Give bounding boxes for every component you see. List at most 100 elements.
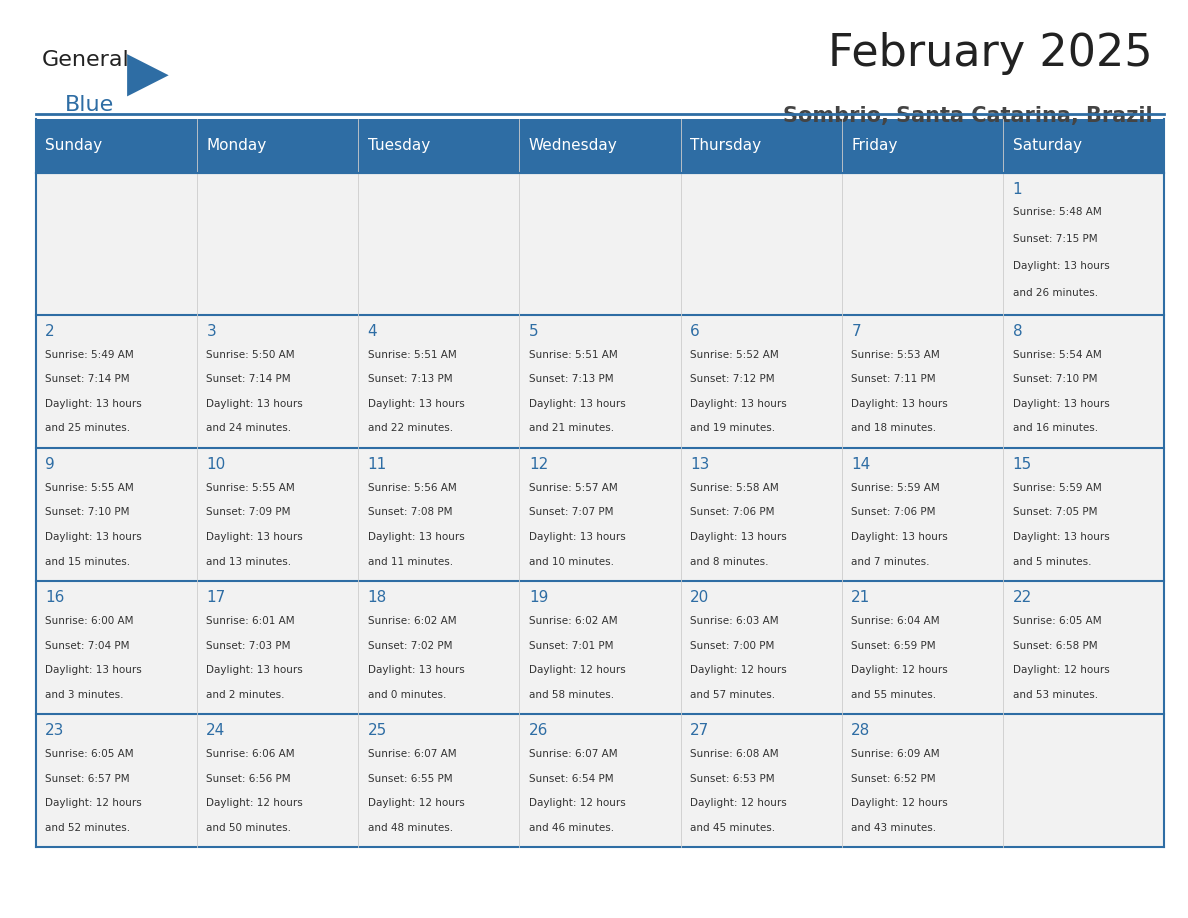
Text: 21: 21 [852, 590, 871, 605]
Text: 3: 3 [207, 324, 216, 339]
Bar [197, 315, 358, 448]
Text: and 0 minutes.: and 0 minutes. [367, 689, 446, 700]
Bar [358, 315, 519, 448]
Text: Sunrise: 5:56 AM: Sunrise: 5:56 AM [367, 483, 456, 493]
Text: Sunset: 7:15 PM: Sunset: 7:15 PM [1012, 234, 1098, 244]
Text: and 57 minutes.: and 57 minutes. [690, 689, 776, 700]
Text: Wednesday: Wednesday [529, 139, 618, 153]
Text: 6: 6 [690, 324, 700, 339]
Text: Sunset: 6:57 PM: Sunset: 6:57 PM [45, 774, 129, 784]
Bar [681, 714, 842, 847]
Text: Sunrise: 6:02 AM: Sunrise: 6:02 AM [367, 616, 456, 626]
Bar [358, 173, 519, 315]
Text: and 48 minutes.: and 48 minutes. [367, 823, 453, 833]
Text: Daylight: 13 hours: Daylight: 13 hours [690, 399, 786, 409]
Text: and 16 minutes.: and 16 minutes. [1012, 423, 1098, 433]
Text: and 25 minutes.: and 25 minutes. [45, 423, 131, 433]
Bar [36, 581, 197, 714]
Text: Daylight: 12 hours: Daylight: 12 hours [1012, 666, 1110, 675]
Text: 20: 20 [690, 590, 709, 605]
Text: and 18 minutes.: and 18 minutes. [852, 423, 936, 433]
Bar [36, 173, 197, 315]
Text: 7: 7 [852, 324, 861, 339]
Text: Daylight: 12 hours: Daylight: 12 hours [852, 799, 948, 808]
Bar [1003, 119, 1164, 173]
Text: General: General [42, 50, 129, 71]
Bar [1003, 714, 1164, 847]
Text: Daylight: 12 hours: Daylight: 12 hours [207, 799, 303, 808]
Text: Sunset: 7:06 PM: Sunset: 7:06 PM [690, 508, 775, 518]
Text: Sunrise: 5:51 AM: Sunrise: 5:51 AM [529, 350, 618, 360]
Text: 10: 10 [207, 457, 226, 472]
Text: Daylight: 12 hours: Daylight: 12 hours [529, 799, 626, 808]
Text: and 5 minutes.: and 5 minutes. [1012, 556, 1091, 566]
Bar [842, 448, 1003, 581]
Text: Daylight: 13 hours: Daylight: 13 hours [367, 666, 465, 675]
Text: Daylight: 12 hours: Daylight: 12 hours [529, 666, 626, 675]
Text: Sunset: 7:00 PM: Sunset: 7:00 PM [690, 641, 775, 651]
Bar [842, 119, 1003, 173]
Text: 12: 12 [529, 457, 548, 472]
Text: Sunrise: 6:04 AM: Sunrise: 6:04 AM [852, 616, 940, 626]
Text: 27: 27 [690, 723, 709, 738]
Text: Sunset: 7:08 PM: Sunset: 7:08 PM [367, 508, 453, 518]
Text: Sunrise: 5:59 AM: Sunrise: 5:59 AM [852, 483, 940, 493]
Text: 25: 25 [367, 723, 387, 738]
Text: Daylight: 13 hours: Daylight: 13 hours [207, 399, 303, 409]
Bar [36, 448, 197, 581]
Text: 18: 18 [367, 590, 387, 605]
Text: and 24 minutes.: and 24 minutes. [207, 423, 291, 433]
Text: Daylight: 13 hours: Daylight: 13 hours [45, 399, 141, 409]
Text: 24: 24 [207, 723, 226, 738]
Text: Sunset: 7:01 PM: Sunset: 7:01 PM [529, 641, 613, 651]
Text: Thursday: Thursday [690, 139, 762, 153]
Text: Sunrise: 6:08 AM: Sunrise: 6:08 AM [690, 749, 778, 759]
Text: Daylight: 12 hours: Daylight: 12 hours [690, 799, 786, 808]
Text: and 3 minutes.: and 3 minutes. [45, 689, 124, 700]
Text: Daylight: 12 hours: Daylight: 12 hours [367, 799, 465, 808]
Bar [681, 119, 842, 173]
Text: Sunset: 6:55 PM: Sunset: 6:55 PM [367, 774, 453, 784]
Text: and 11 minutes.: and 11 minutes. [367, 556, 453, 566]
Text: and 22 minutes.: and 22 minutes. [367, 423, 453, 433]
Bar [1003, 173, 1164, 315]
Bar [519, 581, 681, 714]
Text: Sunset: 7:02 PM: Sunset: 7:02 PM [367, 641, 453, 651]
Bar [1003, 315, 1164, 448]
Text: Daylight: 12 hours: Daylight: 12 hours [690, 666, 786, 675]
Text: and 52 minutes.: and 52 minutes. [45, 823, 131, 833]
Text: Sunrise: 6:06 AM: Sunrise: 6:06 AM [207, 749, 295, 759]
Text: and 45 minutes.: and 45 minutes. [690, 823, 776, 833]
Text: Sunrise: 5:57 AM: Sunrise: 5:57 AM [529, 483, 618, 493]
Bar [36, 714, 197, 847]
Text: and 15 minutes.: and 15 minutes. [45, 556, 131, 566]
Text: Sunset: 7:14 PM: Sunset: 7:14 PM [207, 375, 291, 385]
Text: and 21 minutes.: and 21 minutes. [529, 423, 614, 433]
Text: Sunrise: 5:53 AM: Sunrise: 5:53 AM [852, 350, 940, 360]
Text: Friday: Friday [852, 139, 898, 153]
Text: Daylight: 13 hours: Daylight: 13 hours [852, 532, 948, 542]
Text: Sunrise: 6:09 AM: Sunrise: 6:09 AM [852, 749, 940, 759]
Text: Sunset: 7:05 PM: Sunset: 7:05 PM [1012, 508, 1097, 518]
Text: and 10 minutes.: and 10 minutes. [529, 556, 614, 566]
Text: Daylight: 13 hours: Daylight: 13 hours [529, 399, 626, 409]
Text: 9: 9 [45, 457, 55, 472]
Text: Monday: Monday [207, 139, 266, 153]
Text: 5: 5 [529, 324, 538, 339]
Text: Sunset: 7:14 PM: Sunset: 7:14 PM [45, 375, 129, 385]
Text: 22: 22 [1012, 590, 1031, 605]
Text: Sunset: 7:09 PM: Sunset: 7:09 PM [207, 508, 291, 518]
Text: 17: 17 [207, 590, 226, 605]
Text: Sunset: 7:07 PM: Sunset: 7:07 PM [529, 508, 613, 518]
Bar [519, 119, 681, 173]
Text: Daylight: 13 hours: Daylight: 13 hours [367, 399, 465, 409]
Text: and 26 minutes.: and 26 minutes. [1012, 288, 1098, 298]
Text: Sunrise: 5:59 AM: Sunrise: 5:59 AM [1012, 483, 1101, 493]
Bar [842, 714, 1003, 847]
Text: Daylight: 12 hours: Daylight: 12 hours [45, 799, 141, 808]
Bar [358, 714, 519, 847]
Text: Daylight: 13 hours: Daylight: 13 hours [1012, 399, 1110, 409]
Text: and 55 minutes.: and 55 minutes. [852, 689, 936, 700]
Text: Daylight: 13 hours: Daylight: 13 hours [529, 532, 626, 542]
Text: Sunrise: 6:07 AM: Sunrise: 6:07 AM [529, 749, 618, 759]
